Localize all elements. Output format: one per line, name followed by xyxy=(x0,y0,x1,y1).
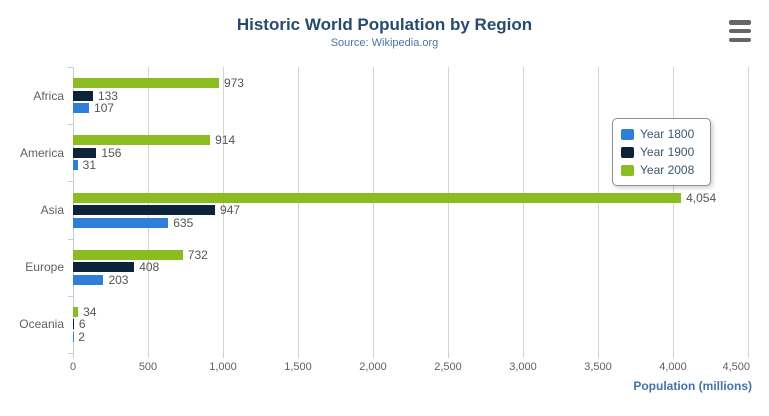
x-tick-label-1-500: 1,500 xyxy=(284,361,312,373)
gridline-4,500 xyxy=(748,67,749,353)
y-axis-tick xyxy=(68,295,73,297)
x-axis-title: Population (millions) xyxy=(633,379,752,393)
gridline-3,500 xyxy=(598,67,599,353)
bar-asia-year-1800[interactable] xyxy=(73,217,169,228)
bar-europe-year-1900[interactable] xyxy=(73,262,135,273)
x-axis-tick xyxy=(148,353,149,358)
bar-value-label-america-year-2008: 914 xyxy=(215,133,236,148)
legend-swatch-year-1900 xyxy=(621,146,634,158)
legend-swatch-year-2008 xyxy=(621,164,634,176)
bar-value-label-asia-year-1800: 635 xyxy=(173,215,194,230)
export-menu-button[interactable] xyxy=(729,19,753,43)
hamburger-menu-icon xyxy=(729,20,751,25)
bar-africa-year-2008[interactable] xyxy=(73,78,219,89)
x-tick-label-3-000: 3,000 xyxy=(509,361,537,373)
legend-item-year-2008[interactable]: Year 2008 xyxy=(621,161,702,179)
bar-value-label-africa-year-1900: 133 xyxy=(97,88,118,103)
category-label-oceania: Oceania xyxy=(19,317,64,332)
x-axis-tick xyxy=(598,353,599,358)
x-axis-tick xyxy=(523,353,524,358)
hamburger-menu-icon xyxy=(729,37,751,42)
gridline-2,500 xyxy=(448,67,449,353)
x-tick-label-4-500: 4,500 xyxy=(722,361,750,373)
x-tick-label-3-500: 3,500 xyxy=(584,361,612,373)
x-tick-label-500: 500 xyxy=(138,361,158,373)
x-tick-label-2-000: 2,000 xyxy=(359,361,387,373)
bar-america-year-2008[interactable] xyxy=(73,135,211,146)
bar-value-label-oceania-year-1800: 2 xyxy=(78,329,85,344)
legend-item-year-1900[interactable]: Year 1900 xyxy=(621,143,702,161)
bar-europe-year-2008[interactable] xyxy=(73,249,183,260)
bar-asia-year-2008[interactable] xyxy=(73,192,682,203)
y-axis-tick xyxy=(68,238,73,240)
legend-item-year-1800[interactable]: Year 1800 xyxy=(621,125,702,143)
hamburger-menu-icon xyxy=(729,28,751,34)
x-axis-tick xyxy=(448,353,449,358)
x-axis-tick xyxy=(298,353,299,358)
gridline-1,000 xyxy=(223,67,224,353)
gridline-3,000 xyxy=(523,67,524,353)
x-tick-label-0: 0 xyxy=(69,361,77,373)
bar-america-year-1800[interactable] xyxy=(73,160,78,171)
bar-value-label-africa-year-2008: 973 xyxy=(223,76,244,91)
legend-swatch-year-1800 xyxy=(621,128,634,140)
legend: Year 1800 Year 1900 Year 2008 xyxy=(612,118,711,186)
y-axis-tick xyxy=(68,353,73,354)
x-axis-tick xyxy=(673,353,674,358)
bar-value-label-america-year-1800: 31 xyxy=(82,158,96,173)
bar-europe-year-1800[interactable] xyxy=(73,274,104,285)
legend-item-label: Year 1900 xyxy=(640,145,695,159)
gridline-2,000 xyxy=(373,67,374,353)
bar-value-label-europe-year-2008: 732 xyxy=(187,247,208,262)
category-label-africa: Africa xyxy=(33,88,64,103)
bar-value-label-oceania-year-2008: 34 xyxy=(83,304,97,319)
bar-value-label-europe-year-1800: 203 xyxy=(108,272,129,287)
x-axis-tick xyxy=(223,353,224,358)
y-axis-tick xyxy=(68,124,73,126)
y-axis-tick xyxy=(68,67,73,68)
chart-subtitle: Source: Wikipedia.org xyxy=(330,37,439,49)
gridline-4,000 xyxy=(673,67,674,353)
category-label-europe: Europe xyxy=(25,260,64,275)
y-axis-tick xyxy=(68,181,73,183)
x-tick-label-2-500: 2,500 xyxy=(434,361,462,373)
bar-value-label-america-year-1900: 156 xyxy=(101,145,122,160)
bar-africa-year-1900[interactable] xyxy=(73,90,93,101)
gridline-1,500 xyxy=(298,67,299,353)
bar-africa-year-1800[interactable] xyxy=(73,103,90,114)
bar-value-label-asia-year-2008: 4,054 xyxy=(686,190,717,205)
x-axis-tick xyxy=(748,353,749,358)
bar-value-label-oceania-year-1900: 6 xyxy=(78,317,86,332)
bar-value-label-africa-year-1800: 107 xyxy=(94,101,115,116)
bar-oceania-year-2008[interactable] xyxy=(73,306,79,317)
x-tick-label-1-000: 1,000 xyxy=(209,361,237,373)
legend-item-label: Year 2008 xyxy=(640,163,695,177)
category-label-america: America xyxy=(19,145,64,160)
chart-title: Historic World Population by Region xyxy=(236,15,533,34)
bar-value-label-asia-year-1900: 947 xyxy=(220,203,241,217)
x-tick-label-4-000: 4,000 xyxy=(659,361,687,373)
legend-item-label: Year 1800 xyxy=(640,127,695,141)
bar-value-label-europe-year-1900: 408 xyxy=(139,260,160,275)
x-axis-tick xyxy=(373,353,374,358)
bar-asia-year-1900[interactable] xyxy=(73,205,216,215)
bar-oceania-year-1900[interactable] xyxy=(73,319,74,330)
category-label-asia: Asia xyxy=(40,203,64,217)
bar-america-year-1900[interactable] xyxy=(73,147,97,158)
